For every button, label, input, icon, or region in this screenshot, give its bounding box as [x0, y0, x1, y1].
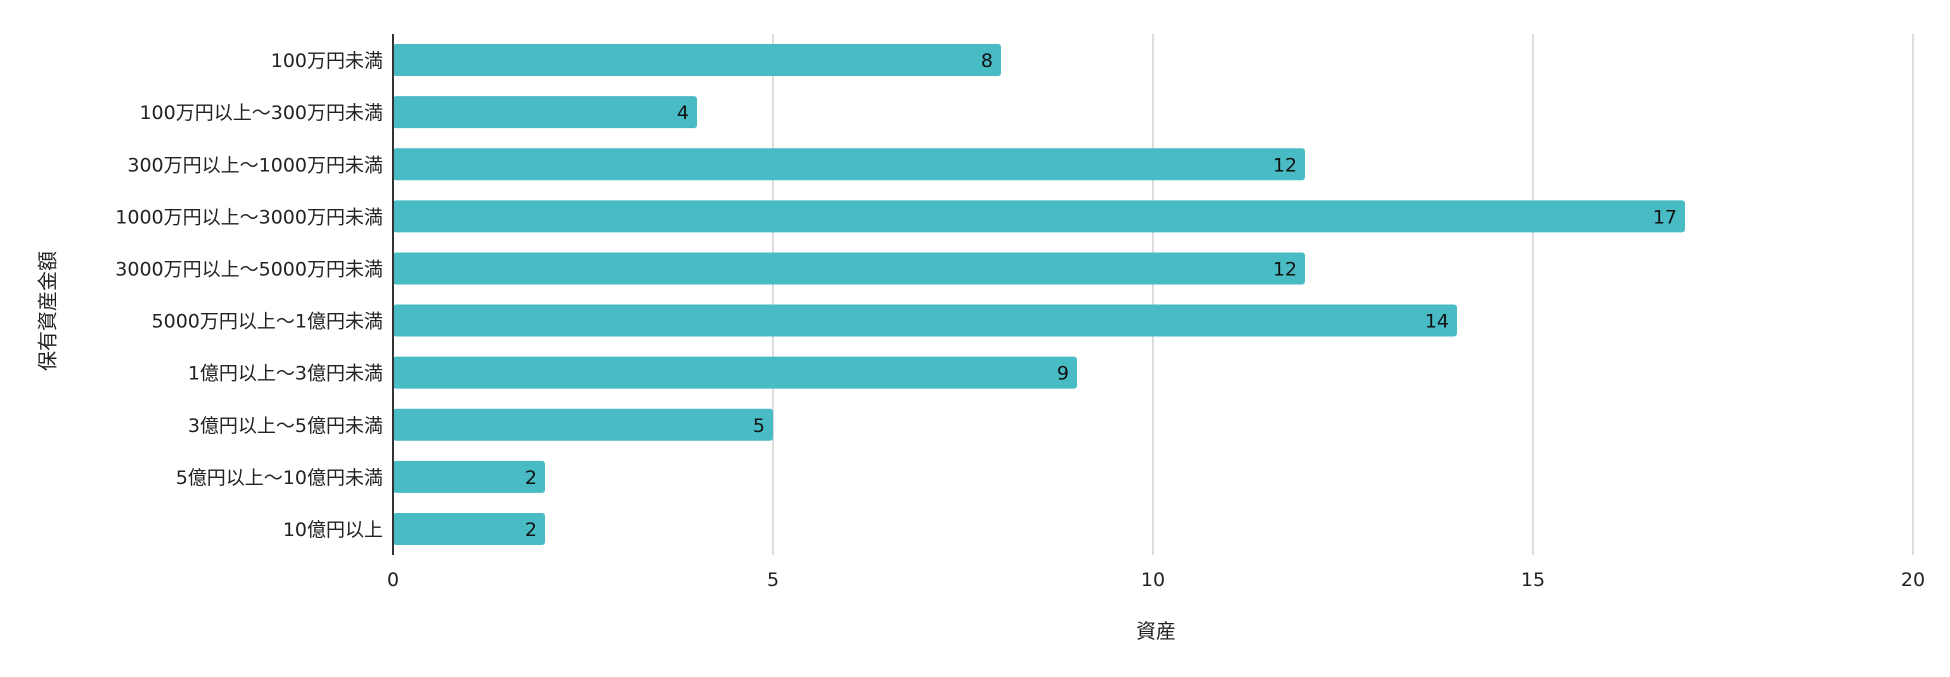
category-label: 300万円以上〜1000万円未満: [127, 154, 383, 176]
category-label: 3億円以上〜5億円未満: [188, 415, 383, 437]
bar-value-label: 2: [525, 467, 537, 489]
bars: [393, 44, 1685, 545]
category-label: 5000万円以上〜1億円未満: [152, 311, 383, 333]
bar-value-label: 14: [1425, 311, 1449, 333]
category-labels: 100万円未満 100万円以上〜300万円未満 300万円以上〜1000万円未満 10…: [115, 50, 383, 541]
bar-value-label: 9: [1057, 363, 1069, 385]
bar: [393, 304, 1457, 337]
x-tick-labels: 0 5 10 15 20: [387, 569, 1925, 591]
bar: [393, 460, 545, 493]
bar: [393, 44, 1001, 77]
category-label: 1億円以上〜3億円未満: [188, 363, 383, 385]
bar: [393, 356, 1077, 389]
category-label: 1000万円以上〜3000万円未満: [115, 206, 383, 228]
x-tick-label: 20: [1901, 569, 1925, 591]
category-label: 3000万円以上〜5000万円未満: [115, 258, 383, 280]
x-tick-label: 0: [387, 569, 399, 591]
bar-value-label: 12: [1273, 154, 1297, 176]
x-axis-title: 資産: [1136, 619, 1176, 643]
bar-value-label: 17: [1653, 206, 1677, 228]
y-axis-title: 保有資産金額: [36, 251, 60, 371]
x-tick-label: 10: [1141, 569, 1165, 591]
x-tick-label: 15: [1521, 569, 1545, 591]
bar: [393, 200, 1685, 233]
bar: [393, 148, 1305, 181]
bar-value-label: 4: [677, 102, 689, 124]
category-label: 100万円未満: [271, 50, 383, 72]
bar: [393, 408, 773, 441]
bar-value-label: 5: [753, 415, 765, 437]
bar-value-label: 12: [1273, 258, 1297, 280]
data-labels: 8 4 12 17 12 14 9 5 2 2: [525, 50, 1677, 541]
bar: [393, 512, 545, 545]
category-label: 100万円以上〜300万円未満: [139, 102, 383, 124]
bar: [393, 252, 1305, 285]
bar-value-label: 2: [525, 519, 537, 541]
category-label: 5億円以上〜10億円未満: [176, 467, 383, 489]
bar-value-label: 8: [981, 50, 993, 72]
bar: [393, 96, 697, 129]
x-tick-label: 5: [767, 569, 779, 591]
category-label: 10億円以上: [283, 519, 383, 541]
grid-lines: [772, 34, 1914, 555]
